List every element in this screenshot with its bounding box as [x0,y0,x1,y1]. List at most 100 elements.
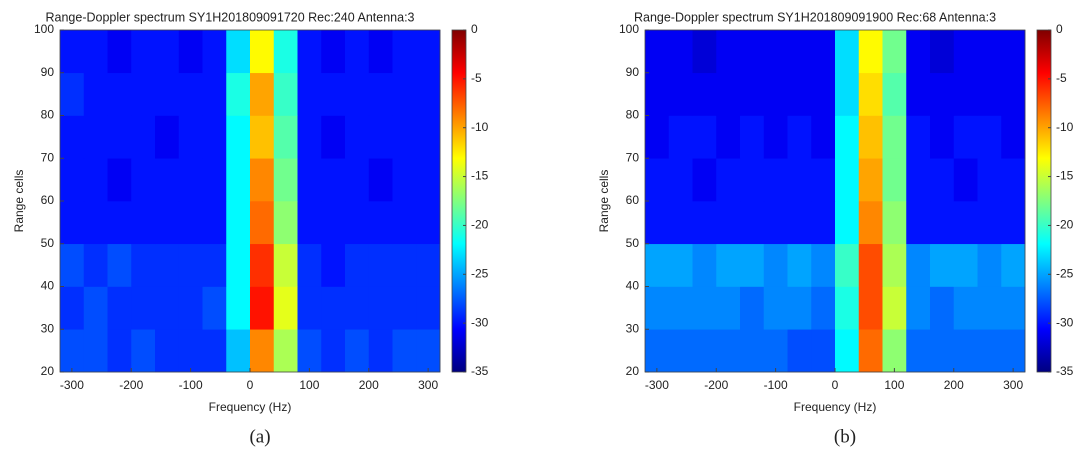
x-tick-label: 200 [359,378,379,392]
heatmap-cell [811,329,836,373]
heatmap-cell [835,201,860,245]
heatmap-cell [250,286,275,330]
heatmap-cell [1001,286,1026,330]
y-tick-label: 80 [626,108,640,122]
heatmap-cell [368,72,393,116]
heatmap-cell [1001,201,1026,245]
heatmap-cell [858,243,883,287]
heatmap-cell [858,30,883,74]
heatmap-cell [787,158,812,202]
heatmap-cell [297,30,322,74]
heatmap-cell [930,201,955,245]
y-tick-label: 100 [34,22,54,36]
heatmap-cell [645,201,670,245]
heatmap-cell [930,329,955,373]
heatmap-cell [692,243,717,287]
colorbar-tick-label: -5 [1056,71,1067,85]
heatmap-cell [368,329,393,373]
heatmap-cell [787,72,812,116]
heatmap-cell [930,158,955,202]
heatmap-cell [60,243,85,287]
y-tick-label: 30 [626,321,640,335]
heatmap-cell [250,158,275,202]
heatmap-cell [83,201,108,245]
heatmap-cell [107,201,132,245]
heatmap-cell [202,201,227,245]
heatmap-cell [131,286,156,330]
heatmap-cell [953,72,978,116]
heatmap-cell [202,329,227,373]
heatmap-cell [392,30,417,74]
y-tick-label: 30 [41,321,55,335]
heatmap-cell [83,158,108,202]
heatmap-cell [953,243,978,287]
heatmap-cell [60,286,85,330]
heatmap-cell [811,30,836,74]
x-tick-label: -200 [119,378,143,392]
heatmap-cell [763,158,788,202]
heatmap-cell [202,286,227,330]
y-tick-label: 20 [41,364,55,378]
heatmap-cell [155,115,180,159]
heatmap-cell [250,30,275,74]
heatmap-cell [740,201,765,245]
y-tick-label: 70 [41,150,55,164]
heatmap-cell [882,115,907,159]
heatmap-cell [953,329,978,373]
heatmap-cell [692,158,717,202]
heatmap-cell [416,201,441,245]
heatmap-cell [882,286,907,330]
heatmap-cell [645,243,670,287]
heatmap-cell [226,329,251,373]
heatmap-cell [787,286,812,330]
y-tick-label: 60 [41,193,55,207]
heatmap-cell [858,286,883,330]
heatmap-cell [692,286,717,330]
heatmap-cell [178,243,203,287]
heatmap-cell [297,158,322,202]
y-tick-label: 90 [626,65,640,79]
heatmap-cell [835,115,860,159]
heatmap-cell [668,72,693,116]
heatmap-cell [692,201,717,245]
heatmap-cell [297,115,322,159]
x-tick-label: 300 [1003,378,1023,392]
heatmap-cell [155,329,180,373]
heatmap-cell [906,201,931,245]
heatmap-cell [297,243,322,287]
heatmap-cell [178,115,203,159]
heatmap-cell [178,201,203,245]
heatmap-cell [321,243,346,287]
heatmap-cell [321,158,346,202]
heatmap-cell [60,72,85,116]
x-axis-label: Frequency (Hz) [794,400,877,414]
heatmap-cell [668,30,693,74]
heatmap-cell [416,115,441,159]
heatmap-cell [811,243,836,287]
heatmap-cell [906,158,931,202]
heatmap-cell [906,243,931,287]
colorbar-tick-label: -5 [471,71,482,85]
heatmap-cell [345,329,370,373]
colorbar-tick-label: -30 [1056,315,1074,329]
y-axis-label: Range cells [12,170,26,233]
heatmap-cell [273,158,298,202]
heatmap-cell [392,201,417,245]
heatmap-cell [835,329,860,373]
heatmap-cell [273,30,298,74]
heatmap-cell [906,329,931,373]
heatmap-cell [811,286,836,330]
heatmap-cell [787,243,812,287]
heatmap-cell [297,72,322,116]
heatmap-cell [226,115,251,159]
heatmap-cell [740,286,765,330]
heatmap-cell [107,329,132,373]
heatmap-cell [321,201,346,245]
heatmap-cell [906,286,931,330]
heatmap-cell [107,30,132,74]
heatmap-cell [668,115,693,159]
heatmap-cell [977,286,1002,330]
heatmap-cell [835,286,860,330]
x-tick-label: 300 [418,378,438,392]
heatmap-cell [83,286,108,330]
